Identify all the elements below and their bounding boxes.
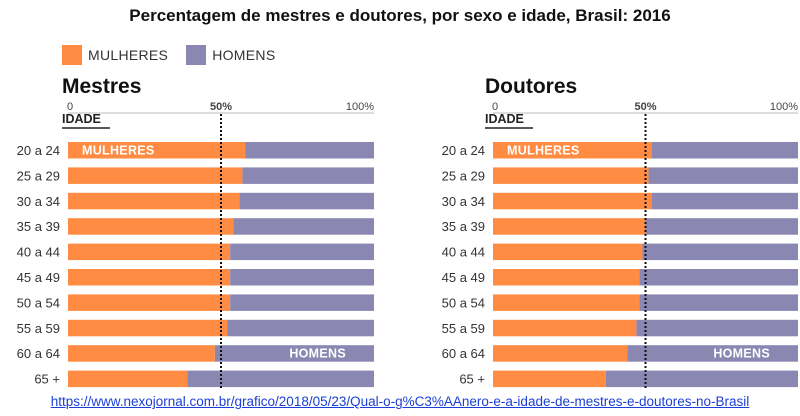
mestres-bar-homens-3: [233, 218, 374, 235]
doutores-bar-mulheres-3: [493, 218, 646, 235]
mestres-category-label-6: 50 a 54: [17, 295, 60, 310]
doutores-bar-mulheres-0: [493, 142, 652, 159]
doutores-bar-mulheres-9: [493, 370, 606, 388]
mestres-bar-mulheres-5: [68, 269, 231, 286]
mestres-bar-mulheres-2: [68, 192, 240, 210]
charts-canvas: Mestres 0 50% 100% IDADE 20 a 24 25 a 29 30 a 3…: [17, 75, 798, 388]
doutores-y-label: IDADE: [485, 112, 524, 126]
doutores-bar-label-1: HOMENS: [713, 347, 770, 361]
mestres-bar-label-0: MULHERES: [82, 144, 155, 158]
mestres-category-label-3: 35 a 39: [17, 219, 60, 234]
mestres-bar-homens-9: [187, 370, 374, 388]
doutores-category-label-2: 30 a 34: [442, 194, 485, 209]
doutores-bar-mulheres-2: [493, 192, 652, 210]
doutores-bar-homens-4: [642, 243, 798, 261]
mestres-bar-homens-2: [239, 192, 374, 210]
doutores-bar-mulheres-4: [493, 243, 643, 261]
mestres-x-tick-0: 0: [67, 101, 73, 113]
doutores-bar-mulheres-7: [493, 319, 637, 337]
source-link[interactable]: https://www.nexojornal.com.br/grafico/20…: [50, 394, 750, 409]
mestres-bar-mulheres-7: [68, 319, 228, 337]
mestres-category-label-1: 25 a 29: [17, 168, 60, 183]
doutores-category-label-6: 50 a 54: [442, 295, 485, 310]
doutores-category-label-0: 20 a 24: [442, 143, 485, 158]
mestres-bar-homens-6: [230, 294, 374, 311]
legend-label-mulheres: MULHERES: [88, 47, 169, 63]
mestres-bar-mulheres-0: [68, 142, 246, 159]
doutores-bar-mulheres-8: [493, 345, 628, 362]
legend-item-mulheres: MULHERES: [62, 45, 168, 65]
doutores-x-tick-2: 100%: [770, 101, 798, 113]
mestres-bar-mulheres-4: [68, 243, 231, 261]
legend-label-homens: HOMENS: [212, 47, 276, 63]
mestres-bar-label-1: HOMENS: [289, 347, 346, 361]
mestres-category-label-8: 60 a 64: [17, 346, 60, 361]
doutores-category-label-7: 55 a 59: [442, 321, 485, 336]
doutores-bar-label-0: MULHERES: [507, 144, 580, 158]
mestres-panel-title: Mestres: [62, 75, 141, 98]
doutores-bar-homens-1: [648, 167, 798, 184]
doutores-bar-homens-3: [645, 218, 798, 235]
doutores-bar-homens-5: [639, 269, 798, 286]
doutores-bar-homens-6: [639, 294, 798, 311]
mestres-category-label-5: 45 a 49: [17, 270, 60, 285]
mestres-bar-homens-5: [230, 269, 374, 286]
doutores-bar-homens-8: [627, 345, 798, 362]
mestres-category-label-2: 30 a 34: [17, 194, 60, 209]
mestres-bar-homens-1: [242, 167, 374, 184]
mestres-y-label: IDADE: [62, 112, 101, 126]
doutores-panel-title: Doutores: [485, 75, 577, 98]
mestres-bar-homens-0: [245, 142, 374, 159]
doutores-bar-homens-7: [636, 319, 798, 337]
doutores-category-label-9: 65 +: [459, 372, 485, 387]
mestres-bar-homens-8: [214, 345, 374, 362]
mestres-bar-homens-7: [227, 319, 374, 337]
doutores-bar-mulheres-5: [493, 269, 640, 286]
doutores-bar-mulheres-1: [493, 167, 649, 184]
doutores-category-label-4: 40 a 44: [442, 245, 485, 260]
doutores-category-label-5: 45 a 49: [442, 270, 485, 285]
doutores-bar-homens-0: [651, 142, 798, 159]
mestres-category-label-9: 65 +: [34, 372, 60, 387]
mestres-bar-homens-4: [230, 243, 374, 261]
doutores-category-label-8: 60 a 64: [442, 346, 485, 361]
mestres-category-label-0: 20 a 24: [17, 143, 60, 158]
mestres-bar-mulheres-8: [68, 345, 215, 362]
chart-title: Percentagem de mestres e doutores, por s…: [129, 6, 671, 25]
doutores-category-label-1: 25 a 29: [442, 168, 485, 183]
legend: MULHERES HOMENS: [62, 45, 293, 65]
legend-swatch-mulheres: [62, 45, 82, 65]
doutores-category-label-3: 35 a 39: [442, 219, 485, 234]
legend-swatch-homens: [186, 45, 207, 65]
mestres-x-tick-1: 50%: [210, 101, 232, 113]
mestres-bar-mulheres-1: [68, 167, 243, 184]
doutores-x-tick-1: 50%: [634, 101, 656, 113]
doutores-x-tick-0: 0: [492, 101, 498, 113]
doutores-bar-mulheres-6: [493, 294, 640, 311]
mestres-bar-mulheres-6: [68, 294, 231, 311]
doutores-bar-homens-9: [605, 370, 798, 388]
mestres-category-label-4: 40 a 44: [17, 245, 60, 260]
mestres-category-label-7: 55 a 59: [17, 321, 60, 336]
doutores-bar-homens-2: [651, 192, 798, 210]
mestres-x-tick-2: 100%: [346, 101, 374, 113]
legend-item-homens: HOMENS: [186, 45, 275, 65]
mestres-bar-mulheres-9: [68, 370, 188, 388]
mestres-bar-mulheres-3: [68, 218, 234, 235]
